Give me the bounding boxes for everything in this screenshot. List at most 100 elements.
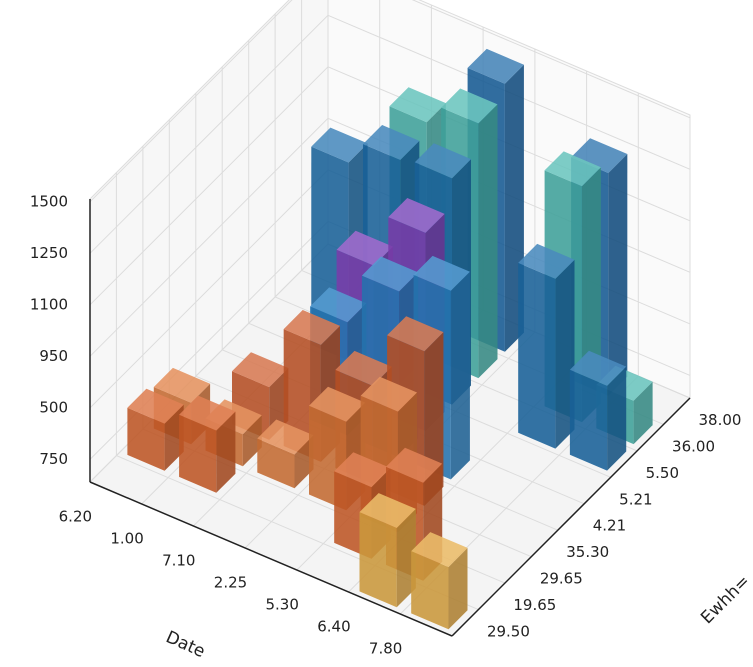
bar-face xyxy=(569,369,608,471)
x-tick-label: 7.10 xyxy=(162,551,195,569)
bar-top xyxy=(389,87,446,123)
z-tick-label: 1500 xyxy=(30,192,68,210)
bar-top-light xyxy=(389,87,446,123)
bar-top xyxy=(153,367,211,403)
bar-top-light xyxy=(153,367,211,403)
bar-top-light xyxy=(335,350,392,386)
bar-top xyxy=(467,48,524,84)
bar-face xyxy=(450,271,470,480)
bar-face xyxy=(359,512,397,608)
bar-top xyxy=(335,350,392,386)
bar-top-light xyxy=(127,388,184,424)
z-tick-label: 500 xyxy=(39,398,68,416)
bar xyxy=(359,493,416,608)
bar-top xyxy=(441,88,498,124)
bar-face-shade xyxy=(607,366,627,471)
y-tick-label: 5.50 xyxy=(646,464,679,482)
bar-top-light xyxy=(571,138,628,173)
y-tick-label: 35.30 xyxy=(566,543,609,561)
bar-face xyxy=(478,104,498,379)
labels: 6.20 1.00 7.10 2.25 5.30 6.40 7.80 29.50 19.65 29… xyxy=(30,192,753,662)
bar-face-shade xyxy=(569,369,608,471)
bar-top-light xyxy=(309,386,366,422)
bar-face-shade xyxy=(478,104,498,379)
bar-top-light xyxy=(441,88,498,124)
z-tick-label: 950 xyxy=(39,347,68,365)
bar-top xyxy=(360,376,417,412)
grid-line xyxy=(115,172,479,611)
y-tick-label: 19.65 xyxy=(513,596,556,614)
bar-top-light xyxy=(386,447,443,483)
bar-face xyxy=(179,414,217,493)
axis-line xyxy=(451,397,691,637)
z-tick-label: 1250 xyxy=(30,244,68,262)
bar-face-shade xyxy=(257,438,295,489)
bar-face-shade xyxy=(450,271,470,480)
bar-top xyxy=(127,388,184,424)
bar xyxy=(518,243,575,449)
x-tick-label: 6.20 xyxy=(59,507,92,525)
axis-line xyxy=(89,481,453,637)
bar-face xyxy=(411,551,449,630)
bar-face-shade xyxy=(448,547,468,630)
y-axis-title: Ewhh= xyxy=(697,571,753,628)
y-tick-label: 29.50 xyxy=(487,623,530,641)
bar-top-light xyxy=(569,350,627,386)
y-tick-label: 4.21 xyxy=(593,517,626,535)
bar-top-light xyxy=(336,230,393,266)
bar-top-light xyxy=(334,452,391,488)
bar-top-light xyxy=(411,532,468,567)
bar-top-light xyxy=(360,376,417,412)
bar-top-light xyxy=(283,310,340,345)
x-tick-label: 1.00 xyxy=(110,529,143,547)
bar-face xyxy=(518,262,556,449)
bar-face xyxy=(608,154,628,396)
bar-top xyxy=(571,138,628,173)
bar-top xyxy=(334,452,391,488)
bar-face-shade xyxy=(294,435,314,489)
bar-face-shade xyxy=(633,381,653,445)
bar-face xyxy=(555,259,575,449)
x-tick-label: 5.30 xyxy=(266,595,299,613)
bar-face-shade xyxy=(396,508,416,608)
bar xyxy=(127,388,184,471)
bar-face xyxy=(164,404,184,471)
bar-face xyxy=(607,366,627,471)
bar-face-shade xyxy=(216,411,236,493)
bar-top-light xyxy=(467,48,524,84)
bar-top-light xyxy=(518,243,575,279)
grid-line xyxy=(248,40,611,478)
bar-top-light xyxy=(310,287,367,323)
bar-face xyxy=(242,415,262,467)
bar-top-light xyxy=(361,256,419,292)
bar-top xyxy=(336,230,393,266)
bar-face xyxy=(448,547,468,630)
bar-face-shade xyxy=(411,551,449,630)
bar-top xyxy=(310,287,367,323)
grid-line xyxy=(89,14,691,254)
bar-top-light xyxy=(311,127,368,163)
bar-top-light xyxy=(257,419,314,455)
bar-top xyxy=(388,198,445,233)
z-tick-label: 750 xyxy=(39,450,68,468)
bar-top-light xyxy=(232,352,289,388)
y-tick-label: 38.00 xyxy=(698,411,741,429)
bar xyxy=(257,419,314,489)
bar-top-light xyxy=(387,316,444,352)
bar-face xyxy=(294,435,314,489)
bar-face-shade xyxy=(518,262,556,449)
bar-top xyxy=(311,127,368,163)
bar-top xyxy=(283,310,340,345)
bar-face xyxy=(257,438,295,489)
x-tick-label: 2.25 xyxy=(214,573,247,591)
bar-face-shade xyxy=(242,415,262,467)
bar-top xyxy=(414,143,471,179)
grid-line xyxy=(89,0,691,203)
bar-top xyxy=(179,395,236,431)
bar-top xyxy=(413,255,470,291)
bar xyxy=(411,532,468,630)
x-tick-label: 7.80 xyxy=(369,639,402,657)
grid-line xyxy=(274,13,638,452)
